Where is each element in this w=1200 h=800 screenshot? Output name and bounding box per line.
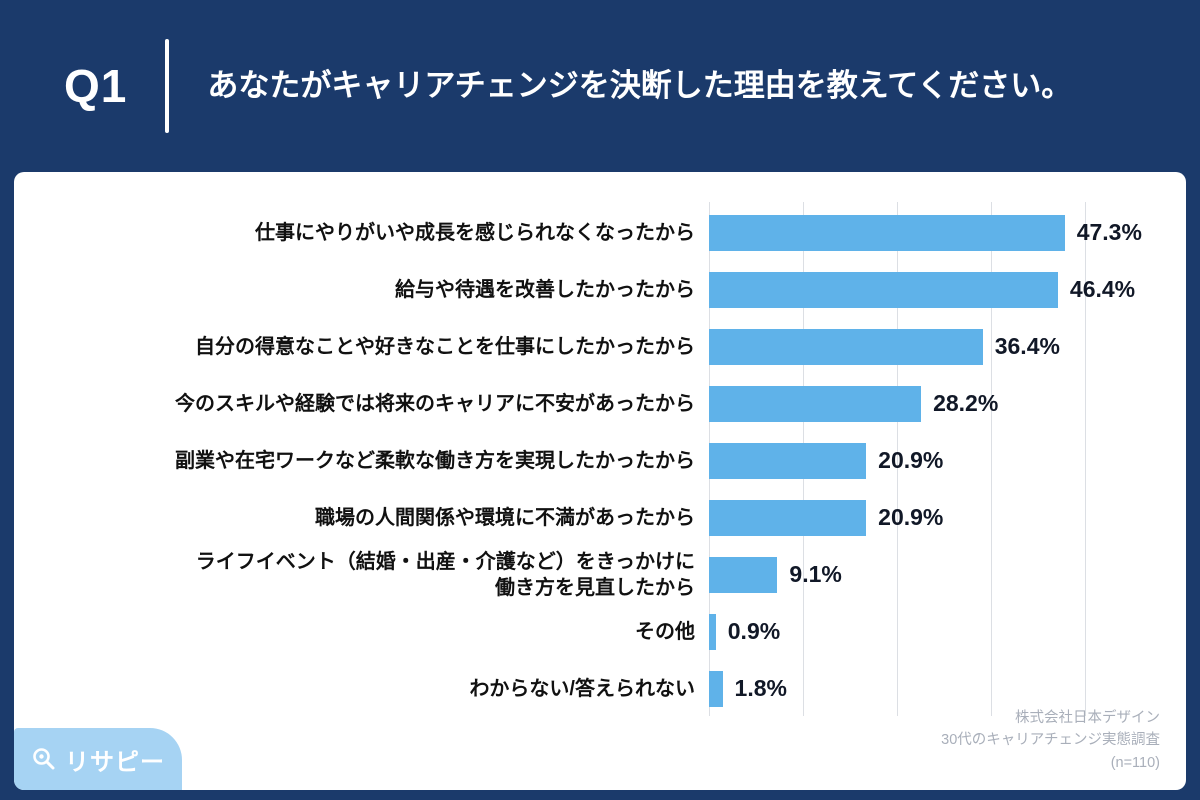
- value-label: 28.2%: [933, 390, 999, 416]
- bar-area: 28.2%: [709, 385, 1085, 422]
- value-label: 0.9%: [727, 618, 781, 644]
- category-label: 給与や待遇を改善したかったから: [395, 278, 695, 301]
- bar: [709, 328, 983, 365]
- bar: [709, 214, 1065, 251]
- bar: [709, 613, 716, 650]
- bar-area: 47.3%: [709, 214, 1142, 251]
- category-label: わからない/答えられない: [469, 677, 695, 700]
- chart-row: 今のスキルや経験では将来のキャリアに不安があったから 28.2%: [34, 375, 1186, 432]
- chart-row: 職場の人間関係や環境に不満があったから 20.9%: [34, 489, 1186, 546]
- category-label: 副業や在宅ワークなど柔軟な働き方を実現したかったから: [175, 449, 695, 472]
- bar-area: 20.9%: [709, 442, 1085, 479]
- chart-title: あなたがキャリアチェンジを決断した理由を教えてください。: [207, 67, 1073, 103]
- source-line-survey: 30代のキャリアチェンジ実態調査: [941, 732, 1160, 749]
- source-line-sample: (n=110): [1110, 754, 1160, 771]
- chart-row: わからない/答えられない 1.8%: [34, 660, 1186, 717]
- value-label: 1.8%: [734, 675, 787, 701]
- bar: [709, 556, 778, 593]
- value-label: 20.9%: [878, 504, 944, 530]
- source-note: 株式会社日本デザイン 30代のキャリアチェンジ実態調査 (n=110): [941, 707, 1160, 774]
- bar: [709, 385, 922, 422]
- header: Q1 あなたがキャリアチェンジを決断した理由を教えてください。: [0, 0, 1200, 172]
- bar: [709, 499, 867, 536]
- bar-area: 1.8%: [709, 670, 1085, 707]
- chart-card: 仕事にやりがいや成長を感じられなくなったから 47.3% 給与や待遇を改善したかった…: [14, 172, 1186, 790]
- bar-area: 0.9%: [709, 613, 1085, 650]
- chart-row: 給与や待遇を改善したかったから 46.4%: [34, 261, 1186, 318]
- bar: [709, 442, 867, 479]
- logo-badge: リサピー: [14, 728, 182, 790]
- value-label: 36.4%: [994, 333, 1060, 359]
- value-label: 47.3%: [1076, 219, 1142, 245]
- category-label: 仕事にやりがいや成長を感じられなくなったから: [255, 221, 695, 244]
- chart-row: 仕事にやりがいや成長を感じられなくなったから 47.3%: [34, 204, 1186, 261]
- category-label: その他: [635, 620, 695, 643]
- chart-row: 副業や在宅ワークなど柔軟な働き方を実現したかったから 20.9%: [34, 432, 1186, 489]
- bar-area: 46.4%: [709, 271, 1135, 308]
- magnifier-icon: [33, 748, 55, 770]
- category-label: 今のスキルや経験では将来のキャリアに不安があったから: [175, 392, 695, 415]
- header-divider: [165, 39, 170, 133]
- category-label: ライフイベント（結婚・出産・介護など）をきっかけに 働き方を見直したから: [195, 550, 695, 599]
- bar-area: 9.1%: [709, 556, 1085, 593]
- value-label: 20.9%: [878, 447, 944, 473]
- bar-chart: 仕事にやりがいや成長を感じられなくなったから 47.3% 給与や待遇を改善したかった…: [14, 172, 1186, 790]
- chart-row: 自分の得意なことや好きなことを仕事にしたかったから 36.4%: [34, 318, 1186, 375]
- value-label: 9.1%: [789, 561, 842, 587]
- bar-area: 20.9%: [709, 499, 1085, 536]
- bar-area: 36.4%: [709, 328, 1085, 365]
- chart-row: その他 0.9%: [34, 603, 1186, 660]
- question-number: Q1: [64, 60, 128, 112]
- source-line-company: 株式会社日本デザイン: [1015, 709, 1160, 726]
- category-label: 職場の人間関係や環境に不満があったから: [315, 506, 695, 529]
- bar: [709, 670, 723, 707]
- category-label: 自分の得意なことや好きなことを仕事にしたかったから: [195, 335, 695, 358]
- value-label: 46.4%: [1069, 276, 1136, 302]
- chart-row: ライフイベント（結婚・出産・介護など）をきっかけに 働き方を見直したから 9.1%: [34, 546, 1186, 603]
- logo-text: リサピー: [65, 748, 165, 776]
- chart-rows: 仕事にやりがいや成長を感じられなくなったから 47.3% 給与や待遇を改善したかった…: [34, 204, 1186, 717]
- bar: [709, 271, 1058, 308]
